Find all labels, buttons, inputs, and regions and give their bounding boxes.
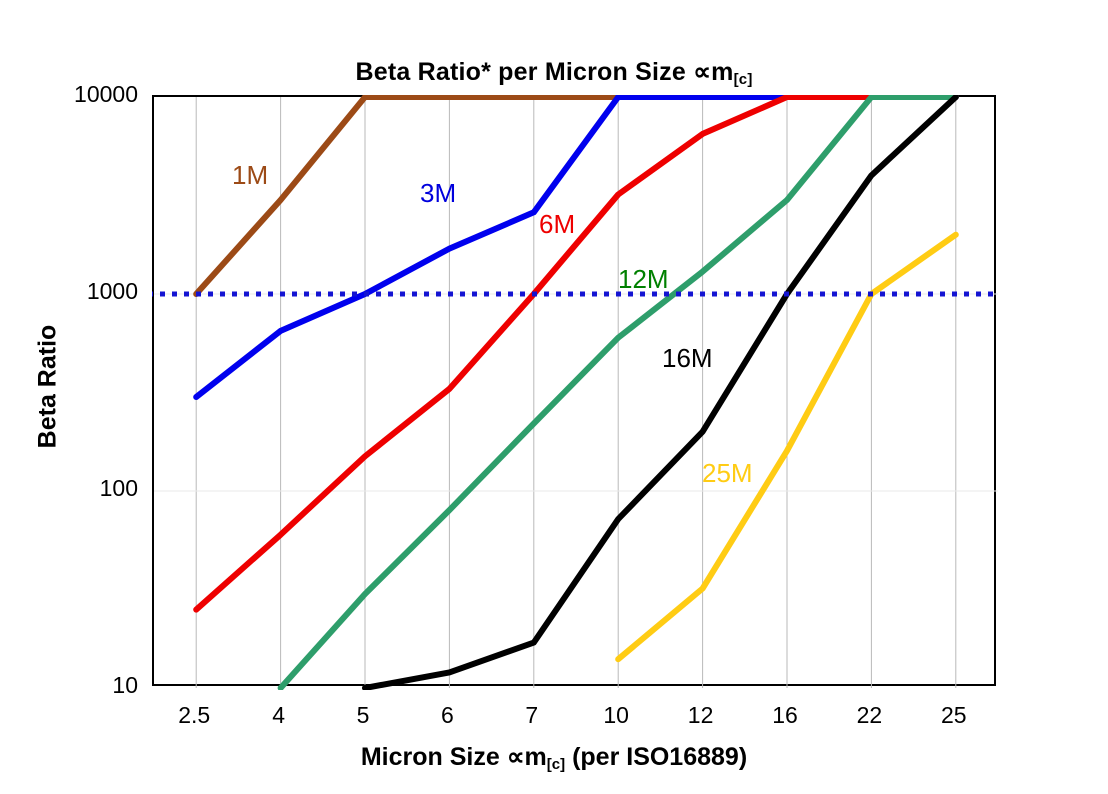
series-label-16M: 16M: [662, 343, 713, 373]
series-label-6M: 6M: [539, 209, 576, 239]
chart-title: Beta Ratio* per Micron Size ∝m[c]: [0, 57, 1108, 88]
series-line-6M: [193, 95, 959, 613]
series-label-1M: 1M: [232, 160, 269, 190]
x-axis-title-tail: (per ISO16889): [565, 743, 748, 771]
x-tick-label: 12: [687, 702, 714, 728]
plot-area: [152, 95, 1000, 690]
x-tick-label: 7: [525, 702, 539, 728]
x-tick-label: 2.5: [178, 702, 211, 728]
x-tick-label: 4: [272, 702, 285, 728]
series-label-3M: 3M: [420, 178, 457, 208]
x-tick-label: 5: [356, 702, 370, 728]
plot-svg: [152, 95, 1000, 690]
series-line-12M: [277, 95, 959, 690]
y-tick-label: 10: [112, 672, 138, 698]
x-tick-label: 10: [603, 702, 629, 728]
series-line-1M: [193, 95, 959, 297]
x-axis-title-main: Micron Size ∝m: [360, 743, 547, 771]
x-axis-title-subscript: [c]: [546, 756, 566, 773]
series-label-12M: 12M: [618, 264, 669, 294]
x-tick-label: 6: [440, 702, 454, 728]
y-axis-title: Beta Ratio: [33, 324, 62, 449]
series-label-25M: 25M: [702, 458, 753, 488]
x-tick-label: 22: [856, 702, 883, 728]
x-axis-title: Micron Size ∝m[c] (per ISO16889): [0, 742, 1108, 773]
series-line-16M: [362, 95, 959, 690]
x-tick-label: 25: [941, 702, 967, 728]
chart-title-subscript: [c]: [733, 71, 753, 88]
chart-title-main: Beta Ratio* per Micron Size ∝m: [355, 58, 734, 86]
series-line-25M: [615, 231, 959, 663]
x-tick-label: 16: [772, 702, 798, 728]
